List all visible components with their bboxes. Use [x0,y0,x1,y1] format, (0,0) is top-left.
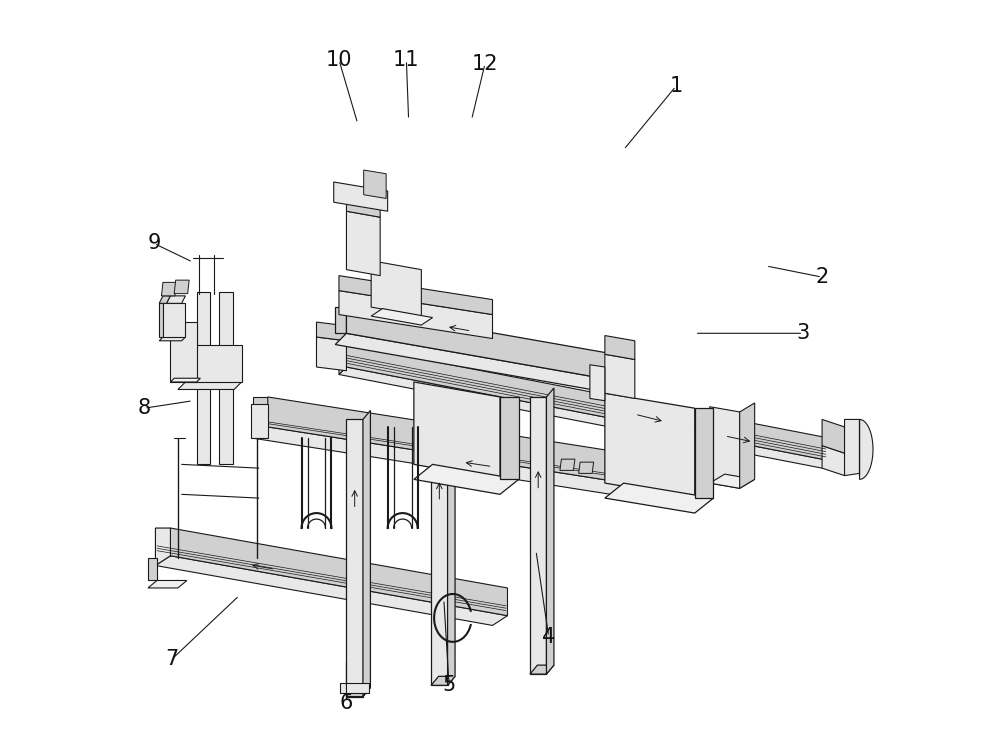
Polygon shape [431,408,448,685]
Text: 7: 7 [165,649,179,669]
Polygon shape [710,407,740,488]
Polygon shape [335,307,346,333]
Polygon shape [155,556,507,625]
Polygon shape [339,276,493,315]
Polygon shape [560,459,575,470]
Polygon shape [185,345,242,382]
Text: 1: 1 [669,76,683,96]
Text: 11: 11 [393,50,420,70]
Polygon shape [174,280,189,294]
Polygon shape [253,427,650,498]
Text: 2: 2 [815,267,829,287]
Polygon shape [316,322,346,341]
Polygon shape [500,397,519,479]
Text: 12: 12 [472,54,498,73]
Polygon shape [860,419,873,479]
Polygon shape [530,397,546,674]
Polygon shape [346,307,624,382]
Polygon shape [546,388,554,674]
Polygon shape [155,528,170,556]
Polygon shape [219,292,233,464]
Polygon shape [822,419,845,453]
Polygon shape [346,688,370,697]
Text: 8: 8 [138,398,151,418]
Text: 9: 9 [147,234,161,253]
Polygon shape [170,378,200,382]
Polygon shape [448,399,455,685]
Polygon shape [364,170,386,198]
Text: 3: 3 [797,324,810,343]
Polygon shape [579,462,594,473]
Text: 10: 10 [326,50,352,70]
Polygon shape [159,303,163,337]
Polygon shape [155,528,170,565]
Polygon shape [605,393,695,498]
Polygon shape [268,397,650,487]
Polygon shape [605,336,635,360]
Polygon shape [163,303,185,337]
Polygon shape [178,382,242,389]
Polygon shape [339,291,493,339]
Polygon shape [159,296,170,303]
Polygon shape [253,397,268,427]
Polygon shape [316,337,346,371]
Polygon shape [371,309,433,325]
Polygon shape [161,282,176,296]
Polygon shape [251,404,268,438]
Text: 6: 6 [340,693,353,712]
Polygon shape [340,683,369,693]
Polygon shape [431,676,455,685]
Polygon shape [371,261,421,316]
Polygon shape [363,410,370,697]
Polygon shape [167,296,185,303]
Polygon shape [346,345,830,461]
Polygon shape [740,403,755,488]
Polygon shape [822,446,845,476]
Polygon shape [148,580,187,588]
Polygon shape [710,474,755,488]
Polygon shape [148,558,157,580]
Polygon shape [605,354,635,398]
Polygon shape [178,345,185,382]
Polygon shape [346,419,363,697]
Polygon shape [339,345,346,374]
Polygon shape [159,337,185,341]
Text: 4: 4 [542,627,555,646]
Polygon shape [335,333,624,393]
Polygon shape [590,365,605,401]
Polygon shape [414,382,500,479]
Polygon shape [197,292,210,464]
Polygon shape [339,367,830,468]
Polygon shape [605,483,713,513]
Polygon shape [346,192,380,217]
Polygon shape [845,419,860,476]
Text: 5: 5 [442,676,456,695]
Polygon shape [334,182,388,211]
Polygon shape [695,408,713,498]
Polygon shape [170,322,197,382]
Polygon shape [170,528,507,616]
Polygon shape [346,211,380,276]
Polygon shape [530,665,554,674]
Polygon shape [414,464,519,494]
